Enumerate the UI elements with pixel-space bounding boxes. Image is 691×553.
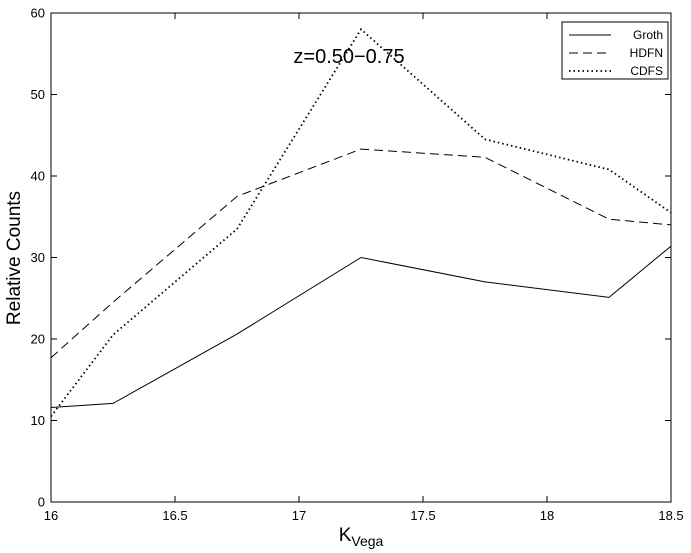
legend-label-groth: Groth — [633, 28, 663, 42]
chart-annotation: z=0.50−0.75 — [293, 46, 404, 68]
y-axis-label: Relative Counts — [4, 191, 25, 325]
x-tick-label: 17 — [292, 508, 306, 523]
series-line-hdfn — [50, 148, 672, 359]
y-tick-label: 30 — [31, 250, 45, 265]
x-axis-label-subscript: Vega — [351, 533, 383, 549]
legend: Groth HDFN CDFS — [561, 21, 669, 80]
x-tick-label: 16 — [44, 508, 58, 523]
legend-label-cdfs: CDFS — [630, 64, 663, 78]
x-axis-label: KVega — [339, 525, 384, 549]
y-tick-label: 0 — [38, 495, 45, 510]
series-line-cdfs — [50, 27, 672, 417]
series-line-groth — [50, 245, 672, 408]
y-tick-label: 40 — [31, 169, 45, 184]
x-tick-label: 17.5 — [410, 508, 435, 523]
y-tick-label: 10 — [31, 413, 45, 428]
y-tick-label: 60 — [31, 6, 45, 21]
y-tick-label: 20 — [31, 332, 45, 347]
axis-ticks: 16 16.5 17 17.5 18 18.5 0 10 20 30 40 50 60 — [31, 6, 684, 524]
legend-label-hdfn: HDFN — [630, 46, 663, 60]
x-tick-label: 18.5 — [658, 508, 683, 523]
x-tick-label: 16.5 — [162, 508, 187, 523]
x-tick-label: 18 — [540, 508, 554, 523]
y-tick-label: 50 — [31, 87, 45, 102]
legend-box — [561, 21, 669, 80]
series-layer — [50, 27, 672, 417]
